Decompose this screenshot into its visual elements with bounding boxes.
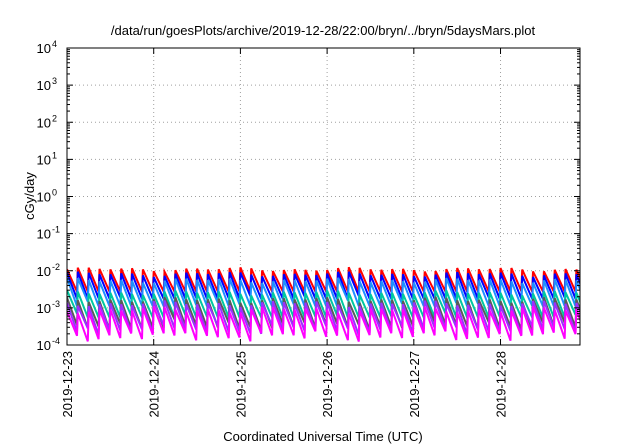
y-tick-label: 10 — [37, 78, 51, 93]
x-tick-label: 2019-12-28 — [494, 351, 509, 418]
x-tick-label: 2019-12-26 — [320, 351, 335, 418]
series-line — [67, 300, 580, 336]
y-tick-label: 10 — [37, 152, 51, 167]
y-axis-label: cGy/day — [22, 172, 37, 220]
x-axis: 2019-12-23 2019-12-24 2019-12-25 2019-12-26… — [60, 48, 509, 418]
series-line — [67, 289, 580, 318]
y-tick-label: 10 — [37, 338, 51, 353]
y-tick-label: 10 — [37, 190, 51, 205]
x-tick-label: 2019-12-25 — [233, 351, 248, 418]
y-tick-exponent: -3 — [52, 299, 60, 309]
y-tick-exponent: -4 — [52, 336, 60, 346]
series-line — [67, 277, 580, 307]
y-tick-label: 10 — [37, 301, 51, 316]
y-tick-exponent: 1 — [52, 150, 57, 160]
y-tick-exponent: 2 — [52, 113, 57, 123]
x-tick-label: 2019-12-27 — [407, 351, 422, 418]
x-axis-label: Coordinated Universal Time (UTC) — [223, 429, 422, 444]
series-line — [67, 271, 580, 300]
y-tick-label: 10 — [37, 264, 51, 279]
y-tick-exponent: 3 — [52, 76, 57, 86]
y-tick-label: 10 — [37, 115, 51, 130]
chart-title: /data/run/goesPlots/archive/2019-12-28/2… — [111, 23, 536, 38]
y-tick-exponent: -2 — [52, 262, 60, 272]
series-lines — [67, 266, 580, 342]
x-tick-label: 2019-12-24 — [147, 351, 162, 418]
series-line — [67, 306, 580, 342]
x-tick-label: 2019-12-23 — [60, 351, 75, 418]
y-tick-label: 10 — [37, 227, 51, 242]
y-tick-exponent: -1 — [52, 225, 60, 235]
y-tick-exponent: 0 — [52, 188, 57, 198]
series-line — [67, 266, 580, 296]
y-tick-exponent: 4 — [52, 39, 57, 49]
y-tick-label: 10 — [37, 41, 51, 56]
